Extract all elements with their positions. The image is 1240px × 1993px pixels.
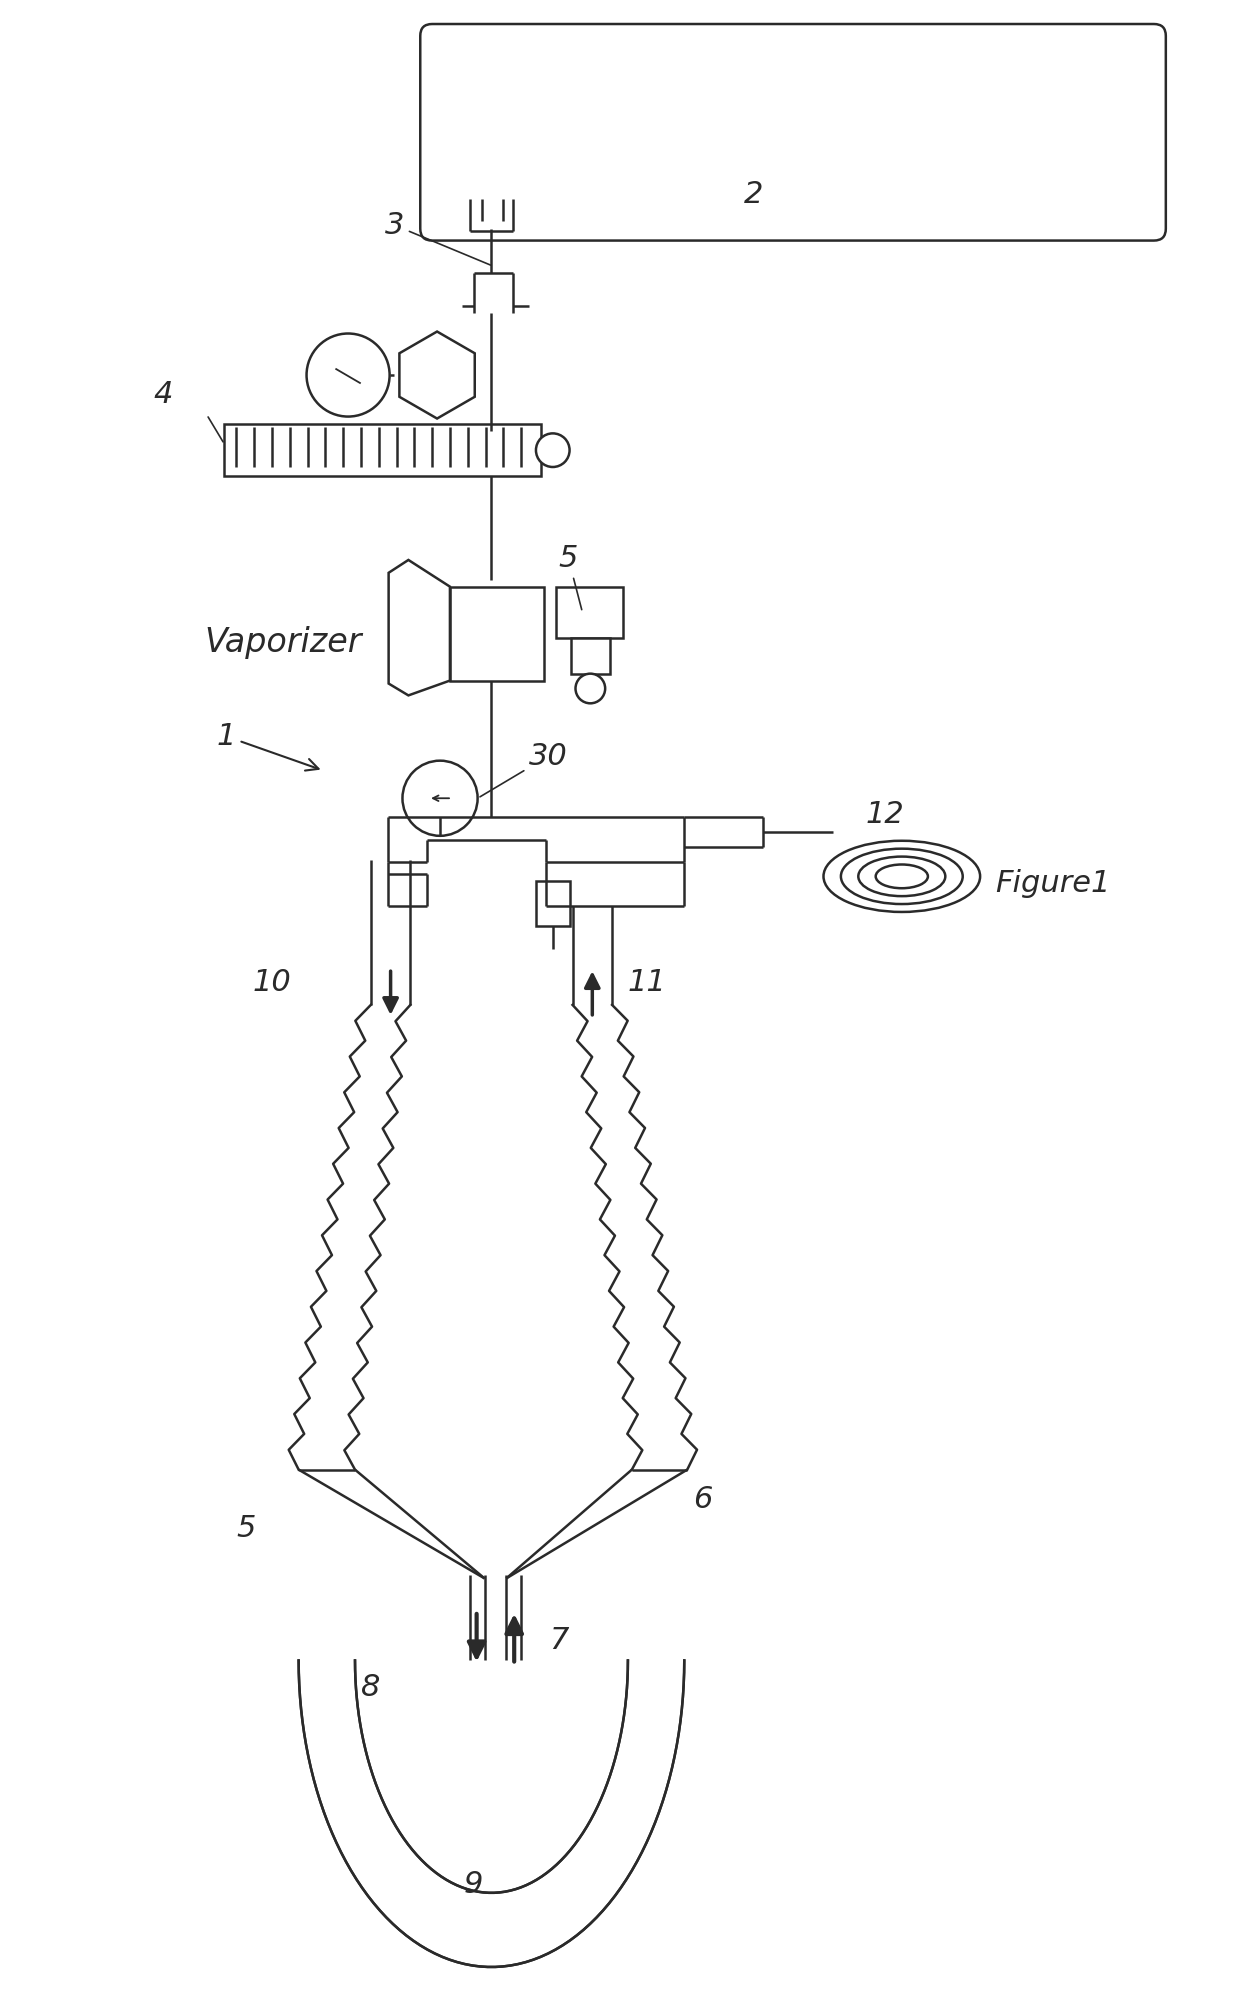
Polygon shape	[388, 560, 450, 696]
Bar	[224, 425, 541, 476]
Bar	[556, 586, 622, 638]
Text: 9: 9	[464, 1871, 484, 1899]
FancyBboxPatch shape	[420, 24, 1166, 241]
Text: 5: 5	[237, 1515, 255, 1543]
Text: 30: 30	[480, 741, 568, 797]
Text: 10: 10	[252, 969, 291, 996]
Circle shape	[403, 761, 477, 835]
Polygon shape	[399, 331, 475, 419]
Text: Vaporizer: Vaporizer	[205, 626, 362, 658]
Text: 3: 3	[384, 211, 491, 265]
Circle shape	[418, 355, 456, 395]
Text: 6: 6	[693, 1485, 713, 1515]
Text: 12: 12	[866, 799, 904, 829]
Text: 5: 5	[559, 544, 582, 610]
Text: 11: 11	[627, 969, 667, 996]
Bar	[450, 586, 544, 680]
Text: 4: 4	[154, 381, 172, 409]
Circle shape	[306, 333, 389, 417]
Text: 7: 7	[549, 1626, 568, 1656]
Text: 2: 2	[744, 179, 763, 209]
Text: 1: 1	[217, 721, 319, 771]
Bar	[570, 638, 610, 674]
Text: Figure1: Figure1	[996, 869, 1111, 897]
Text: 8: 8	[361, 1672, 381, 1702]
Circle shape	[536, 432, 569, 466]
Circle shape	[575, 674, 605, 704]
Bar	[536, 881, 569, 927]
